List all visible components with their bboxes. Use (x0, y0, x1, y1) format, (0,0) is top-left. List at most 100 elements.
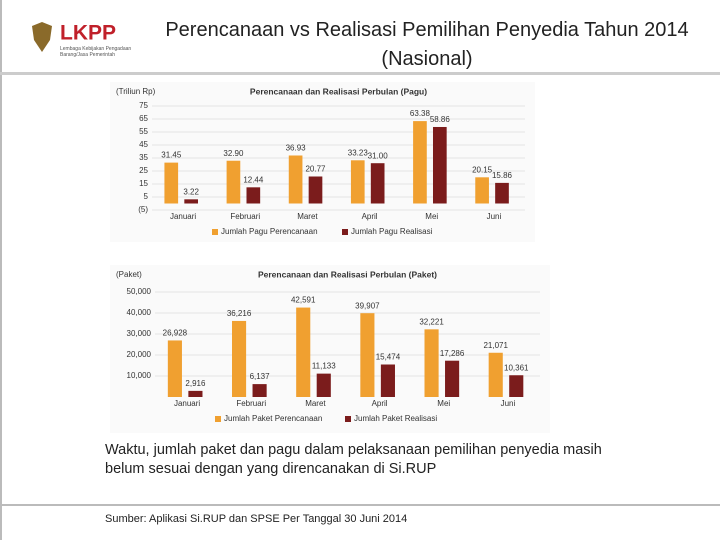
chart: Perencanaan dan Realisasi Perbulan (Pake… (110, 265, 550, 433)
legend-label: Jumlah Paket Perencanaan (224, 414, 322, 423)
value-label: 6,137 (250, 372, 271, 381)
slide-border (0, 0, 2, 540)
value-label: 3.22 (183, 187, 199, 196)
x-tick-label: Maret (305, 399, 326, 408)
value-label: 58.86 (430, 115, 451, 124)
value-label: 36.93 (286, 144, 307, 153)
bar (164, 162, 179, 204)
bar (350, 160, 365, 204)
value-label: 32,221 (419, 317, 444, 326)
legend-swatch (215, 416, 221, 422)
y-tick-label: 10,000 (127, 371, 152, 380)
bar (308, 176, 323, 204)
bar (432, 126, 447, 204)
slide-title: Perencanaan vs Realisasi Pemilihan Penye… (165, 19, 689, 70)
y-axis-label: (Paket) (116, 270, 142, 279)
x-tick-label: Mei (437, 399, 450, 408)
bar (495, 182, 509, 204)
y-tick-label: 40,000 (127, 308, 152, 317)
value-label: 36,216 (227, 309, 252, 318)
bar (184, 199, 199, 204)
y-tick-label: (5) (138, 205, 148, 214)
value-label: 10,361 (504, 363, 529, 372)
bar (509, 375, 524, 397)
bar (488, 352, 503, 397)
y-axis-label: (Triliun Rp) (116, 87, 156, 96)
bar (296, 307, 311, 397)
legend-swatch (342, 229, 348, 235)
bar (380, 364, 395, 397)
value-label: 20.15 (472, 165, 493, 174)
bar (232, 320, 247, 397)
x-tick-label: April (372, 399, 388, 408)
bar (360, 313, 375, 397)
bar (370, 163, 385, 204)
value-label: 26,928 (163, 329, 188, 338)
y-tick-label: 5 (144, 192, 149, 201)
value-label: 31.45 (161, 151, 182, 160)
y-tick-label: 65 (139, 114, 148, 123)
y-tick-label: 50,000 (127, 287, 152, 296)
x-tick-label: Maret (297, 212, 318, 221)
x-tick-label: Juni (487, 212, 502, 221)
value-label: 31.00 (368, 151, 389, 160)
bar (188, 390, 203, 397)
value-label: 11,133 (312, 362, 336, 371)
logo-text: LKPP (60, 22, 116, 45)
y-tick-label: 35 (139, 153, 148, 162)
x-tick-label: Mei (425, 212, 438, 221)
source-text: Sumber: Aplikasi Si.RUP dan SPSE Per Tan… (105, 513, 408, 525)
value-label: 15.86 (492, 171, 513, 180)
x-tick-label: Januari (170, 212, 196, 221)
bar (167, 340, 182, 397)
x-tick-label: Februari (236, 399, 266, 408)
logo-emblem (32, 22, 52, 52)
bar (316, 373, 331, 397)
body-text: Waktu, jumlah paket dan pagu dalam pelak… (105, 442, 602, 477)
bar (288, 155, 303, 204)
value-label: 17,286 (440, 349, 465, 358)
value-label: 32.90 (223, 149, 244, 158)
logo-subtitle: Lembaga Kebijakan Pengadaan Barang/Jasa … (60, 46, 132, 58)
y-tick-label: 75 (139, 101, 148, 110)
y-tick-label: 45 (139, 140, 148, 149)
value-label: 42,591 (291, 296, 316, 305)
y-tick-label: 30,000 (127, 329, 152, 338)
x-tick-label: Februari (230, 212, 260, 221)
value-label: 12.44 (243, 175, 264, 184)
value-label: 21,071 (483, 341, 508, 350)
bar (475, 177, 489, 204)
legend-label: Jumlah Pagu Realisasi (351, 227, 433, 236)
logo-sub-box: Lembaga Kebijakan Pengadaan Barang/Jasa … (60, 46, 132, 58)
y-tick-label: 25 (139, 166, 148, 175)
value-label: 39,907 (355, 301, 380, 310)
chart-background (110, 82, 535, 242)
legend-label: Jumlah Pagu Perencanaan (221, 227, 318, 236)
chart-title: Perencanaan dan Realisasi Perbulan (Pagu… (250, 86, 427, 96)
value-label: 33.23 (348, 148, 369, 157)
y-tick-label: 20,000 (127, 350, 152, 359)
bar (424, 329, 439, 397)
bar (246, 187, 261, 204)
logo: LKPP Lembaga Kebijakan Pengadaan Barang/… (32, 22, 132, 58)
legend-label: Jumlah Paket Realisasi (354, 414, 437, 423)
x-tick-label: Juni (501, 399, 516, 408)
title-rule (0, 72, 720, 75)
bar (445, 360, 460, 397)
value-label: 15,474 (376, 353, 401, 362)
legend-swatch (345, 416, 351, 422)
bar (413, 121, 427, 204)
y-tick-label: 55 (139, 127, 148, 136)
footer-rule (0, 504, 720, 506)
chart-title: Perencanaan dan Realisasi Perbulan (Pake… (258, 269, 437, 279)
bar (226, 160, 241, 204)
bar (252, 384, 267, 397)
chart-background (110, 265, 550, 433)
chart: Perencanaan dan Realisasi Perbulan (Pagu… (110, 82, 535, 242)
x-tick-label: Januari (174, 399, 200, 408)
value-label: 63.38 (410, 109, 431, 118)
value-label: 2,916 (185, 379, 206, 388)
y-tick-label: 15 (139, 179, 148, 188)
value-label: 20.77 (305, 165, 326, 174)
